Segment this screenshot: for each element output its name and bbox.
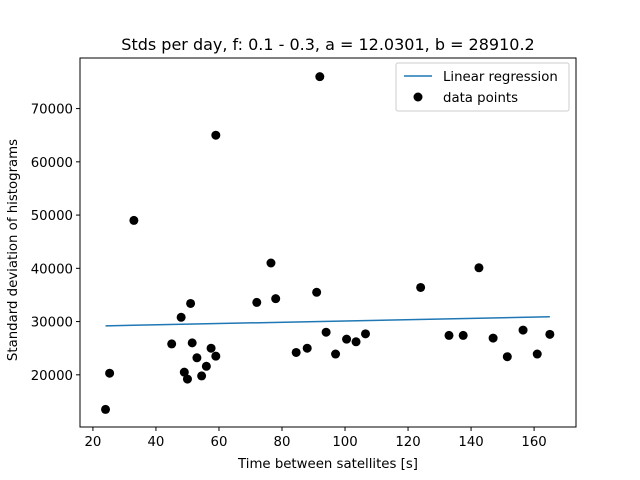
data-point bbox=[518, 325, 528, 335]
data-point bbox=[187, 338, 197, 348]
plot-area bbox=[101, 72, 555, 414]
y-tick-label: 50000 bbox=[31, 209, 73, 224]
data-point bbox=[266, 258, 276, 268]
data-point bbox=[342, 334, 352, 344]
data-point bbox=[211, 351, 221, 361]
data-point bbox=[545, 329, 555, 339]
data-point bbox=[167, 339, 177, 349]
data-point bbox=[488, 333, 498, 343]
data-point bbox=[444, 330, 454, 340]
y-tick-label: 70000 bbox=[31, 103, 73, 118]
data-point bbox=[192, 353, 202, 363]
chart-title: Stds per day, f: 0.1 - 0.3, a = 12.0301,… bbox=[121, 35, 534, 54]
data-point bbox=[502, 352, 512, 362]
data-point bbox=[331, 349, 341, 359]
y-tick-label: 20000 bbox=[31, 369, 73, 384]
x-tick-label: 120 bbox=[395, 435, 420, 450]
y-tick-label: 40000 bbox=[31, 262, 73, 277]
x-tick-label: 20 bbox=[84, 435, 101, 450]
data-point bbox=[271, 294, 281, 304]
y-tick-label: 30000 bbox=[31, 316, 73, 331]
data-point bbox=[179, 367, 189, 377]
x-tick-label: 80 bbox=[274, 435, 291, 450]
x-tick-label: 60 bbox=[211, 435, 228, 450]
data-point bbox=[351, 337, 361, 347]
data-point bbox=[312, 287, 322, 297]
axes-frame bbox=[79, 57, 577, 428]
x-tick-label: 160 bbox=[521, 435, 546, 450]
data-point bbox=[176, 312, 186, 322]
data-point bbox=[315, 72, 325, 82]
legend: Linear regression data points bbox=[395, 62, 570, 112]
y-tick-label: 60000 bbox=[31, 156, 73, 171]
data-point bbox=[252, 297, 262, 307]
data-point bbox=[101, 404, 111, 414]
regression-line bbox=[105, 316, 550, 327]
x-tick-label: 40 bbox=[147, 435, 164, 450]
x-axis-label: Time between satellites [s] bbox=[237, 457, 418, 472]
x-tick-label: 140 bbox=[458, 435, 483, 450]
data-point bbox=[474, 263, 484, 273]
data-point bbox=[321, 327, 331, 337]
data-point bbox=[211, 130, 221, 140]
data-point bbox=[197, 371, 207, 381]
data-point bbox=[458, 330, 468, 340]
data-point bbox=[201, 361, 211, 371]
data-point bbox=[416, 282, 426, 292]
x-tick-label: 100 bbox=[332, 435, 357, 450]
legend-label-data-points: data points bbox=[443, 91, 518, 106]
data-point bbox=[302, 343, 312, 353]
data-point bbox=[129, 215, 139, 225]
x-axis: 20 40 60 80 100 120 140 160 bbox=[84, 427, 547, 450]
data-point bbox=[360, 329, 370, 339]
legend-label-regression: Linear regression bbox=[443, 70, 558, 85]
y-axis: 20000 30000 40000 50000 60000 70000 bbox=[31, 103, 80, 384]
legend-box bbox=[395, 62, 570, 112]
data-point bbox=[532, 349, 542, 359]
data-point bbox=[291, 347, 301, 357]
y-axis-label: Standard deviation of histograms bbox=[6, 139, 21, 361]
data-point bbox=[206, 343, 216, 353]
data-point bbox=[105, 368, 115, 378]
data-point bbox=[186, 298, 196, 308]
data-point bbox=[182, 374, 192, 384]
legend-marker-swatch bbox=[413, 92, 423, 102]
